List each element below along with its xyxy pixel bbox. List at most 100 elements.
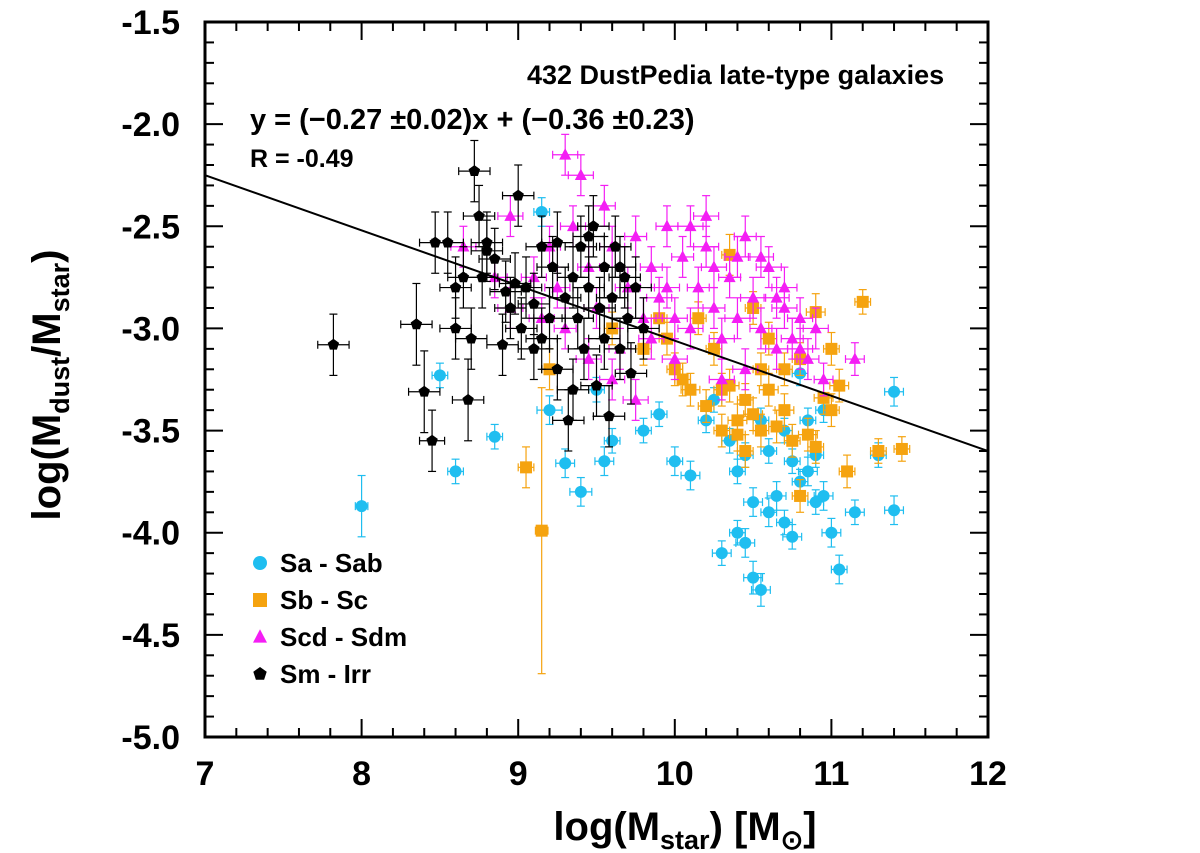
- error-bar: [635, 417, 652, 444]
- x-tick-label: 10: [656, 755, 694, 793]
- data-point: [770, 420, 783, 433]
- data-point: [598, 455, 611, 468]
- data-point: [747, 408, 760, 421]
- data-point: [559, 291, 571, 303]
- data-point: [747, 571, 760, 584]
- legend-marker: [253, 593, 267, 607]
- y-tick-label: -1.5: [121, 4, 180, 42]
- data-point: [778, 516, 791, 529]
- data-point: [582, 352, 595, 364]
- data-point: [856, 295, 869, 308]
- data-point: [536, 332, 548, 344]
- data-point: [496, 338, 509, 350]
- data-point: [754, 583, 767, 596]
- fit-annotation: y = (−0.27 ±0.02)x + (−0.36 ±0.23): [250, 104, 695, 136]
- data-point: [504, 302, 517, 313]
- data-point: [739, 445, 752, 457]
- data-point: [786, 332, 799, 344]
- data-point: [770, 489, 783, 502]
- data-point: [528, 342, 540, 354]
- data-point: [515, 322, 527, 334]
- data-point: [504, 209, 517, 221]
- data-point: [619, 271, 631, 283]
- data-point: [645, 260, 658, 272]
- data-point: [731, 250, 744, 262]
- data-point: [500, 285, 512, 297]
- data-point: [551, 363, 564, 375]
- data-point: [668, 455, 681, 468]
- data-point: [754, 321, 767, 334]
- data-point: [833, 563, 846, 576]
- data-point: [593, 302, 606, 313]
- legend-label: Sm - Irr: [280, 659, 371, 689]
- legend-marker: [253, 556, 267, 570]
- data-point: [786, 455, 799, 468]
- data-point: [770, 291, 783, 303]
- correlation-annotation: R = -0.49: [250, 145, 354, 173]
- data-point: [551, 280, 564, 293]
- data-point: [551, 236, 564, 248]
- data-point: [707, 301, 720, 313]
- data-point: [762, 260, 775, 272]
- data-point: [731, 311, 744, 324]
- x-tick-label: 12: [969, 755, 1007, 793]
- legend-item: Sm - Irr: [253, 659, 371, 689]
- data-point: [465, 332, 477, 344]
- data-point: [888, 504, 901, 517]
- y-tick-labels: -1.5 -2.0 -2.5 -3.0 -3.5 -4.0 -4.5 -5.0: [121, 4, 180, 757]
- data-point: [606, 291, 618, 303]
- data-point: [825, 342, 838, 355]
- data-point: [574, 168, 587, 181]
- data-point: [841, 465, 854, 478]
- data-point: [481, 236, 493, 248]
- data-point: [629, 393, 642, 405]
- data-point: [715, 547, 728, 560]
- data-point: [528, 297, 540, 309]
- legend-label: Scd - Sdm: [280, 622, 407, 652]
- data-point: [848, 506, 861, 519]
- x-tick-label: 8: [352, 755, 371, 793]
- data-point: [449, 322, 462, 334]
- data-point: [739, 393, 752, 406]
- data-point: [543, 404, 556, 417]
- data-point: [707, 342, 720, 355]
- data-point: [426, 434, 438, 446]
- data-point: [543, 312, 556, 324]
- error-bar: [743, 560, 764, 595]
- data-point: [731, 526, 744, 539]
- data-point: [614, 342, 626, 354]
- y-tick-label: -4.5: [121, 617, 180, 655]
- data-point: [809, 321, 822, 334]
- series-pentagon: [317, 139, 660, 473]
- data-point: [442, 236, 454, 248]
- data-point: [801, 352, 814, 364]
- data-point: [629, 229, 642, 242]
- data-point: [754, 250, 767, 262]
- data-point: [535, 205, 548, 218]
- data-point: [489, 253, 501, 264]
- data-point: [817, 372, 830, 385]
- legend: Sa - Sab Sb - Sc Scd - Sdm Sm - Irr: [253, 548, 407, 689]
- data-point: [778, 363, 791, 376]
- data-point: [762, 332, 775, 345]
- legend-label: Sa - Sab: [280, 548, 383, 578]
- data-point: [567, 271, 579, 283]
- data-point: [762, 506, 775, 519]
- data-point: [567, 383, 579, 395]
- data-point: [684, 321, 697, 334]
- data-point: [700, 400, 713, 413]
- data-point: [653, 408, 666, 421]
- data-point: [598, 332, 610, 344]
- data-point: [583, 281, 595, 293]
- data-point: [562, 414, 574, 426]
- data-point: [770, 342, 783, 354]
- data-point: [848, 352, 861, 364]
- legend-item: Sa - Sab: [253, 548, 383, 578]
- legend-marker: [253, 629, 267, 643]
- data-point: [692, 312, 705, 325]
- legend-item: Sb - Sc: [253, 585, 368, 615]
- x-axis-title: log(Mstar) [M⊙]: [553, 805, 816, 853]
- data-point: [700, 209, 713, 221]
- data-point: [762, 445, 775, 457]
- data-point: [625, 367, 637, 379]
